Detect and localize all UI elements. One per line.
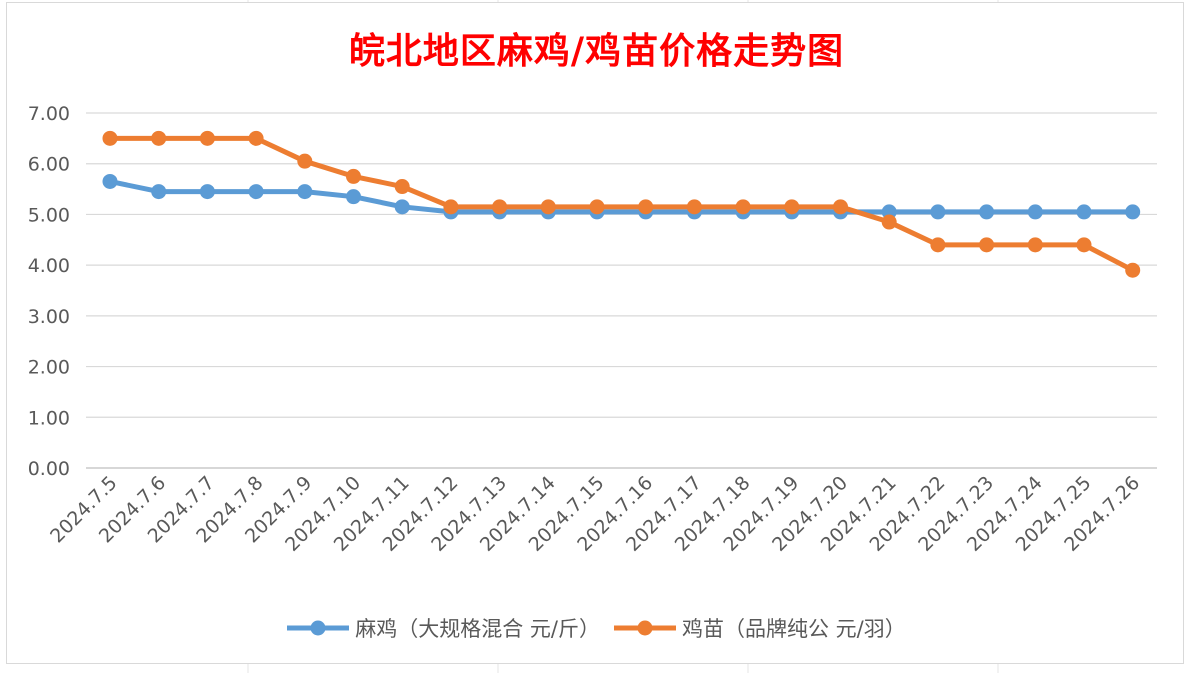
legend-label: 鸡苗（品牌纯公 元/羽） [682,617,906,641]
data-point [492,199,508,215]
series-line [107,178,1136,215]
y-axis: 0.00 1.00 2.00 3.00 4.00 5.00 6.00 7.00 [28,103,70,480]
data-point [686,199,702,215]
data-point [248,130,264,146]
data-point [881,214,897,230]
data-point [102,130,118,146]
legend-item-2: 鸡苗（品牌纯公 元/羽） [614,613,906,643]
data-point [735,199,751,215]
data-point [589,199,605,215]
data-point [1076,237,1092,253]
data-point [394,199,410,215]
data-point [151,184,167,200]
y-tick-label: 1.00 [28,407,70,429]
data-point [1076,204,1092,220]
data-point [930,204,946,220]
y-tick-label: 2.00 [28,357,70,379]
data-point [1027,204,1043,220]
data-point [102,173,118,189]
data-point [979,204,995,220]
data-point [1125,204,1141,220]
data-point [199,184,215,200]
y-tick-label: 5.00 [28,204,70,226]
series-1 [102,173,1141,220]
gridlines [86,112,1157,469]
series-line [107,135,1136,273]
data-point [979,237,995,253]
legend-item-1: 麻鸡（大规格混合 元/斤） [287,613,600,643]
data-point [297,184,313,200]
legend-swatch [287,620,350,636]
chart-title: 皖北地区麻鸡/鸡苗价格走势图 [348,30,845,72]
data-point [1027,237,1043,253]
data-point [151,130,167,146]
data-point [540,199,556,215]
y-tick-label: 7.00 [28,103,70,125]
data-point [346,168,361,184]
data-point [784,199,800,215]
legend-swatch [614,620,676,636]
data-point [833,199,848,215]
chart-area[interactable] [6,2,1184,664]
data-point [297,153,313,169]
data-point [394,179,410,195]
data-point [346,189,361,205]
data-point [199,130,215,146]
series-2 [102,130,1141,278]
y-tick-label: 3.00 [28,306,70,328]
series [102,130,1141,278]
y-tick-label: 6.00 [28,154,70,176]
data-point [1125,262,1141,278]
data-point [443,199,459,215]
y-tick-label: 4.00 [28,255,70,277]
legend: 麻鸡（大规格混合 元/斤） 鸡苗（品牌纯公 元/羽） [0,613,1193,643]
data-point [248,184,264,200]
x-axis: 2024.7.52024.7.62024.7.72024.7.82024.7.9… [46,472,1144,556]
data-point [638,199,654,215]
y-tick-label: 0.00 [28,458,70,480]
legend-label: 麻鸡（大规格混合 元/斤） [355,617,600,641]
data-point [930,237,946,253]
